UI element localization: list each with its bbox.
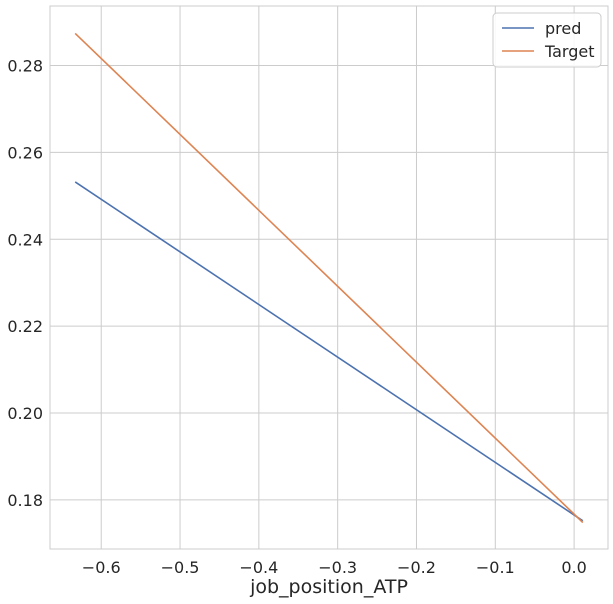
y-tick-label: 0.28 xyxy=(7,57,43,76)
x-tick-labels: −0.6 −0.5 −0.4 −0.3 −0.2 −0.1 0.0 xyxy=(82,558,587,577)
x-tick-label: −0.3 xyxy=(318,558,357,577)
x-tick-label: −0.4 xyxy=(239,558,278,577)
y-tick-labels: 0.18 0.20 0.22 0.24 0.26 0.28 xyxy=(7,57,43,510)
legend-box xyxy=(492,12,602,68)
legend-label-target: Target xyxy=(544,42,595,61)
x-tick-label: −0.2 xyxy=(397,558,436,577)
x-tick-label: 0.0 xyxy=(561,558,586,577)
grid-lines xyxy=(50,6,608,549)
x-tick-label: −0.5 xyxy=(161,558,200,577)
series-line-pred xyxy=(74,181,584,522)
x-axis-title: job_position_ATP xyxy=(249,576,408,598)
series-lines xyxy=(74,32,584,524)
legend: pred Target xyxy=(492,12,602,68)
y-tick-label: 0.22 xyxy=(7,317,43,336)
series-line-target xyxy=(74,32,584,524)
y-tick-label: 0.18 xyxy=(7,491,43,510)
x-tick-label: −0.1 xyxy=(476,558,515,577)
y-tick-label: 0.20 xyxy=(7,404,43,423)
y-tick-label: 0.24 xyxy=(7,230,43,249)
x-tick-label: −0.6 xyxy=(82,558,121,577)
legend-label-pred: pred xyxy=(545,19,581,38)
y-tick-label: 0.26 xyxy=(7,143,43,162)
